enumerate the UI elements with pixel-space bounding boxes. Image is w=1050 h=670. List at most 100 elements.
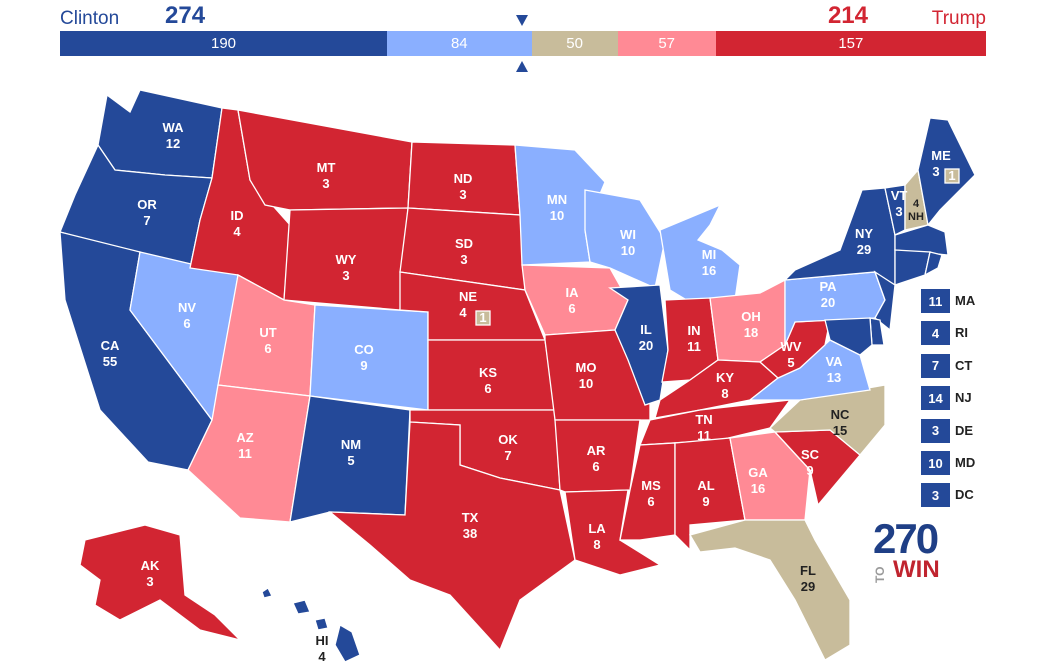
state-label-al: AL 9 <box>676 478 736 510</box>
bar-segment-safe-r: 157 <box>715 31 986 56</box>
state-votes: 6 <box>484 381 492 396</box>
state-label-wi: WI 10 <box>598 227 658 259</box>
state-ak[interactable] <box>79 524 243 642</box>
state-abbr: KS <box>478 365 498 380</box>
state-abbr: WV <box>780 339 802 354</box>
state-votes: 3 <box>342 268 350 283</box>
small-state-votes-ri[interactable]: 4 <box>921 321 950 346</box>
small-state-votes-ma[interactable]: 11 <box>921 289 950 313</box>
logo-number: 270 <box>873 515 939 562</box>
state-mi[interactable] <box>659 203 741 303</box>
me-district-box[interactable] <box>944 168 960 184</box>
clinton-total: 274 <box>165 2 206 29</box>
bar-segment-safe-d: 190 <box>60 31 388 56</box>
state-ri-shape[interactable] <box>924 251 943 277</box>
state-abbr: LA <box>588 521 606 536</box>
state-abbr: TN <box>695 412 713 427</box>
state-votes: 12 <box>165 136 181 151</box>
state-votes: 9 <box>806 463 814 478</box>
state-abbr: OR <box>137 197 157 212</box>
small-state-votes-dc[interactable]: 3 <box>921 483 950 508</box>
state-label-in: IN 11 <box>664 323 724 355</box>
state-votes: 11 <box>687 339 701 354</box>
state-abbr: SC <box>800 447 820 462</box>
small-state-votes-md[interactable]: 10 <box>921 451 950 475</box>
state-votes: 10 <box>578 376 594 391</box>
state-votes: 9 <box>702 494 710 509</box>
state-fl[interactable] <box>689 519 851 661</box>
state-label-ok: OK 7 <box>478 432 538 464</box>
state-abbr: VA <box>825 354 843 369</box>
state-votes: 4 <box>318 649 326 664</box>
state-nj-shape[interactable] <box>873 270 896 332</box>
state-wi[interactable] <box>584 189 666 289</box>
state-ct-shape[interactable] <box>894 249 931 286</box>
state-label-or: OR 7 <box>117 197 177 229</box>
state-tx[interactable] <box>328 421 576 652</box>
state-abbr: MN <box>546 192 568 207</box>
small-state-name-de: DE <box>955 422 974 438</box>
state-votes: 4 <box>459 305 467 320</box>
bar-segment-lean-r: 57 <box>617 31 716 56</box>
small-state-votes-nj[interactable]: 14 <box>921 386 950 411</box>
state-label-wy: WY 3 <box>316 252 376 284</box>
state-abbr: TX <box>461 510 479 525</box>
state-label-nd: ND 3 <box>433 171 493 203</box>
state-abbr: OH <box>741 309 761 324</box>
state-abbr: IL <box>640 322 652 337</box>
state-abbr: IN <box>687 323 701 338</box>
state-abbr: CA <box>100 338 120 353</box>
state-votes: 4 <box>233 224 241 239</box>
state-label-ak: AK 3 <box>120 558 180 590</box>
state-votes: 38 <box>462 526 478 541</box>
state-abbr: AK <box>140 558 160 573</box>
state-votes: 7 <box>143 213 151 228</box>
state-ma-shape[interactable] <box>894 224 949 256</box>
state-label-oh: OH 18 <box>721 309 781 341</box>
state-abbr: UT <box>259 325 277 340</box>
state-label-ga: GA 16 <box>728 465 788 497</box>
state-il[interactable] <box>608 284 669 406</box>
270towin-logo: 270 TO WIN <box>873 517 953 587</box>
state-abbr: GA <box>748 465 768 480</box>
state-label-ms: MS 6 <box>621 478 681 510</box>
state-abbr: AR <box>586 443 606 458</box>
results-header: Clinton 274 214 Trump 190 84 50 57 157 <box>0 0 1050 80</box>
state-hi[interactable] <box>334 624 361 663</box>
state-abbr: NY <box>854 226 874 241</box>
state-label-mi: MI 16 <box>679 247 739 279</box>
state-label-ia: IA 6 <box>542 285 602 317</box>
state-votes: 20 <box>820 295 836 310</box>
state-label-mt: MT 3 <box>296 160 356 192</box>
state-abbr: KY <box>715 370 735 385</box>
state-abbr: MO <box>575 360 597 375</box>
state-label-ut: UT 6 <box>238 325 298 357</box>
state-hi-islands[interactable] <box>261 587 329 631</box>
state-label-vt: VT 3 <box>869 188 929 220</box>
state-votes: 5 <box>787 355 795 370</box>
state-votes: 15 <box>832 423 848 438</box>
state-abbr: MT <box>316 160 336 175</box>
electoral-vote-bar: 190 84 50 57 157 <box>60 31 986 56</box>
state-votes: 8 <box>593 537 601 552</box>
state-label-sd: SD 3 <box>434 236 494 268</box>
state-abbr: HI <box>315 633 329 648</box>
state-ga[interactable] <box>729 431 811 521</box>
small-state-votes-ct[interactable]: 7 <box>921 353 950 378</box>
ne-district-box[interactable] <box>475 310 491 326</box>
state-abbr: FL <box>800 563 816 578</box>
state-votes: 3 <box>932 164 940 179</box>
state-la[interactable] <box>564 489 662 576</box>
state-label-ne: NE 4 <box>438 289 498 321</box>
state-label-id: ID 4 <box>207 208 267 240</box>
state-abbr: WA <box>162 120 184 135</box>
state-abbr: PA <box>819 279 837 294</box>
270-marker-top <box>516 15 528 26</box>
state-votes: 20 <box>638 338 654 353</box>
state-md-shape[interactable] <box>824 317 873 356</box>
state-label-pa: PA 20 <box>798 279 858 311</box>
state-votes: 3 <box>322 176 330 191</box>
state-label-tx: TX 38 <box>440 510 500 542</box>
state-abbr: AZ <box>236 430 254 445</box>
small-state-votes-de[interactable]: 3 <box>921 418 950 443</box>
